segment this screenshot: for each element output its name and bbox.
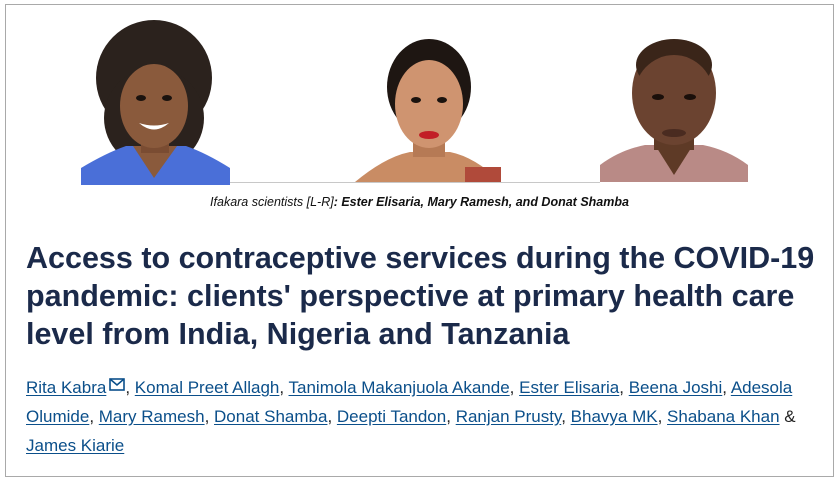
author-link[interactable]: Donat Shamba xyxy=(214,407,328,426)
author-link[interactable]: James Kiarie xyxy=(26,436,125,455)
photo-row xyxy=(6,5,833,189)
author-link[interactable]: Adesola Olumide xyxy=(26,378,793,426)
author-separator: , xyxy=(619,378,629,397)
photo-divider xyxy=(230,182,600,183)
author-link[interactable]: Tanimola Makanjuola Akande xyxy=(288,378,510,397)
caption-prefix: Ifakara scientists [L-R] xyxy=(210,195,334,209)
author-link[interactable]: Rita Kabra xyxy=(26,378,107,397)
author-link[interactable]: Ranjan Prusty xyxy=(455,407,562,426)
author-separator: , xyxy=(722,378,731,397)
author-separator: , xyxy=(446,407,456,426)
caption-names: : Ester Elisaria, Mary Ramesh, and Donat… xyxy=(333,195,629,209)
mail-icon[interactable] xyxy=(109,371,126,400)
author-link[interactable]: Beena Joshi xyxy=(628,378,723,397)
article-title: Access to contraceptive services during … xyxy=(26,241,815,351)
author-separator: , xyxy=(509,378,520,397)
author-separator: , xyxy=(657,407,668,426)
author-separator: , xyxy=(125,378,135,397)
author-link[interactable]: Bhavya MK xyxy=(570,407,658,426)
photo-caption: Ifakara scientists [L-R]: Ester Elisaria… xyxy=(6,193,833,211)
page-frame: Ifakara scientists [L-R]: Ester Elisaria… xyxy=(5,4,834,477)
author-separator: , xyxy=(204,407,215,426)
author-separator: , xyxy=(279,378,289,397)
author-link[interactable]: Mary Ramesh xyxy=(98,407,205,426)
author-link[interactable]: Shabana Khan xyxy=(667,407,780,426)
photo-donat-shamba xyxy=(600,25,748,182)
author-link[interactable]: Ester Elisaria xyxy=(519,378,620,397)
author-separator: , xyxy=(327,407,337,426)
author-list: Rita Kabra, Komal Preet Allagh, Tanimola… xyxy=(26,371,806,460)
author-link[interactable]: Deepti Tandon xyxy=(336,407,447,426)
author-separator: , xyxy=(89,407,99,426)
author-separator: & xyxy=(779,407,796,426)
author-link[interactable]: Komal Preet Allagh xyxy=(134,378,280,397)
photo-mary-ramesh xyxy=(355,32,501,182)
photo-ester-elisaria xyxy=(81,18,230,185)
author-separator: , xyxy=(561,407,571,426)
